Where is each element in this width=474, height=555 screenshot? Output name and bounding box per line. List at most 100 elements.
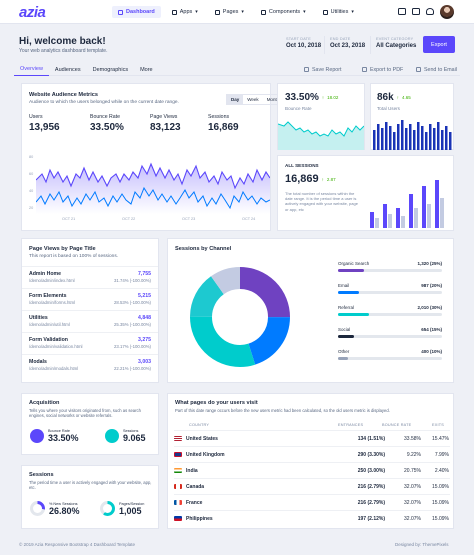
- row-title: Form Elements: [29, 293, 67, 299]
- flag-us-icon: [174, 436, 182, 441]
- ring-hole: [33, 504, 42, 513]
- list-item[interactable]: Utilities/demo/admin/util.html 4,848 25.…: [22, 310, 158, 332]
- nav-label: Components: [268, 9, 301, 15]
- channel-progress-fill: [338, 335, 354, 338]
- search-icon[interactable]: [398, 8, 406, 15]
- exits: 15.47%: [432, 435, 449, 442]
- users-change: 4.65: [401, 95, 411, 100]
- entrances: 216 (2.79%): [357, 483, 385, 490]
- tab-demographics[interactable]: Demographics: [92, 66, 129, 73]
- range-day[interactable]: Day: [227, 95, 244, 104]
- flag-india-icon: [174, 468, 182, 473]
- range-week[interactable]: Week: [247, 97, 259, 102]
- entrances: 250 (3.00%): [357, 467, 385, 474]
- table-row[interactable]: India 250 (3.00%) 20.75% 2.40%: [174, 462, 450, 478]
- page-title: Hi, welcome back!: [19, 36, 106, 47]
- donut-referral: [190, 267, 290, 367]
- table-row[interactable]: Philippines 197 (2.12%) 32.07% 15.09%: [174, 510, 450, 526]
- range-month[interactable]: Month: [266, 97, 280, 102]
- acq-bounce-label: Bounce Rate: [48, 429, 70, 433]
- list-item[interactable]: Form Elements/demo/admin/forms.html 5,21…: [22, 288, 158, 310]
- mail-icon: [416, 67, 421, 72]
- row-percent: 23.17% (-100.00%): [113, 344, 151, 349]
- bounce-value: 33.50%: [285, 92, 319, 103]
- tab-audiences[interactable]: Audiences: [54, 66, 81, 73]
- send-email-button[interactable]: Send to Email: [416, 63, 457, 76]
- list-item[interactable]: Form Validation/demo/admin/validation.ht…: [22, 332, 158, 354]
- export-button[interactable]: Export: [423, 36, 455, 53]
- nav-utilities[interactable]: Utilities ▾: [317, 6, 360, 18]
- all-sessions-card: ALL SESSIONS 16,869 ↑ 2.87 The total num…: [277, 155, 454, 231]
- acquisition-title: Acquisition: [29, 400, 60, 406]
- logo[interactable]: azia: [19, 4, 46, 21]
- tab-overview[interactable]: Overview: [14, 63, 49, 76]
- row-title: Utilities: [29, 315, 48, 321]
- channel-value: 1,320 (25%): [417, 261, 442, 266]
- nav-dashboard[interactable]: Dashboard: [112, 6, 161, 18]
- channel-value: 2,010 (30%): [417, 305, 442, 310]
- channel-label: Referral: [338, 305, 355, 310]
- exits: 15.09%: [432, 499, 449, 506]
- nav-label: Pages: [222, 9, 239, 15]
- row-value: 5,215: [138, 293, 151, 299]
- nav-components[interactable]: Components ▾: [255, 6, 312, 18]
- acq-sessions-value: 9.065: [123, 433, 146, 443]
- country-name: France: [186, 499, 203, 506]
- new-sessions-label: % New Sessions: [49, 502, 78, 506]
- stat-value: 83,123: [150, 122, 181, 133]
- bounce-sparkline: [278, 121, 364, 150]
- chevron-down-icon: ▾: [241, 9, 244, 15]
- entrances: 197 (2.12%): [357, 515, 385, 522]
- row-title: Form Validation: [29, 337, 68, 343]
- y-tick: 80: [29, 155, 34, 159]
- row-percent: 31.74% (-100.00%): [113, 278, 151, 283]
- y-tick: 20: [29, 206, 34, 210]
- channel-progress-fill: [338, 357, 349, 360]
- divider: [370, 36, 371, 54]
- chevron-down-icon: ▾: [195, 9, 198, 15]
- y-tick: 60: [29, 172, 34, 176]
- new-sessions-value: 26.80%: [49, 506, 80, 516]
- row-url: /demo/admin/index.html: [29, 278, 75, 283]
- channel-title: Sessions by Channel: [175, 246, 232, 252]
- pages-session-label: Pages/Session: [119, 502, 145, 506]
- bounce-change: 18.02: [327, 95, 339, 100]
- sessions-bar-chart: [370, 180, 444, 228]
- table-row[interactable]: Canada 216 (2.79%) 32.07% 15.09%: [174, 478, 450, 494]
- nav-apps[interactable]: Apps ▾: [166, 6, 204, 18]
- country-name: Canada: [186, 483, 205, 490]
- event-category[interactable]: EVENT CATEGORY All Categories: [376, 37, 416, 49]
- dashboard-icon: [118, 9, 123, 15]
- bell-icon[interactable]: [426, 8, 434, 15]
- table-row[interactable]: United States 134 (1.51%) 33.58% 15.47%: [174, 430, 450, 446]
- x-tick: OCT 23: [182, 217, 196, 221]
- channel-label: Other: [338, 349, 350, 354]
- list-item[interactable]: Admin Home/demo/admin/index.html 7,755 3…: [22, 266, 158, 288]
- nav-label: Dashboard: [126, 9, 155, 15]
- chat-icon[interactable]: [412, 8, 420, 15]
- avatar[interactable]: [440, 5, 454, 19]
- channel-list: Organic Search 1,320 (25%) Email 987 (20%)…: [338, 261, 442, 371]
- col-header-bounce: BOUNCE RATE: [382, 423, 412, 427]
- col-header-entrances: ENTRANCES: [338, 423, 364, 427]
- col-header-country: COUNTRY: [189, 423, 210, 427]
- end-date[interactable]: END DATE Oct 23, 2018: [330, 37, 365, 49]
- bounce-line: [278, 121, 364, 137]
- export-pdf-button[interactable]: Export to PDF: [362, 63, 403, 76]
- col-header-exits: EXITS: [432, 423, 444, 427]
- nav-pages[interactable]: Pages ▾: [209, 6, 250, 18]
- save-report-button[interactable]: Save Report: [304, 63, 341, 76]
- channel-label: Social: [338, 327, 351, 332]
- list-item[interactable]: Modals/demo/admin/modals.html 3,003 22.2…: [22, 354, 158, 376]
- table-row[interactable]: United Kingdom 290 (3.30%) 9.22% 7.99%: [174, 446, 450, 462]
- range-toggle: Day Week Month: [226, 94, 285, 105]
- tab-more[interactable]: More: [140, 66, 153, 73]
- audience-title: Website Audience Metrics: [29, 92, 99, 98]
- stat-sessions: Sessions 16,869: [208, 114, 239, 133]
- start-date[interactable]: START DATE Oct 10, 2018: [286, 37, 321, 49]
- channel-item: Social 654 (15%): [338, 327, 442, 349]
- country-name: India: [186, 467, 198, 474]
- new-sessions-ring: [30, 501, 45, 516]
- table-row[interactable]: France 216 (2.79%) 32.07% 15.09%: [174, 494, 450, 510]
- x-tick: OCT 22: [122, 217, 136, 221]
